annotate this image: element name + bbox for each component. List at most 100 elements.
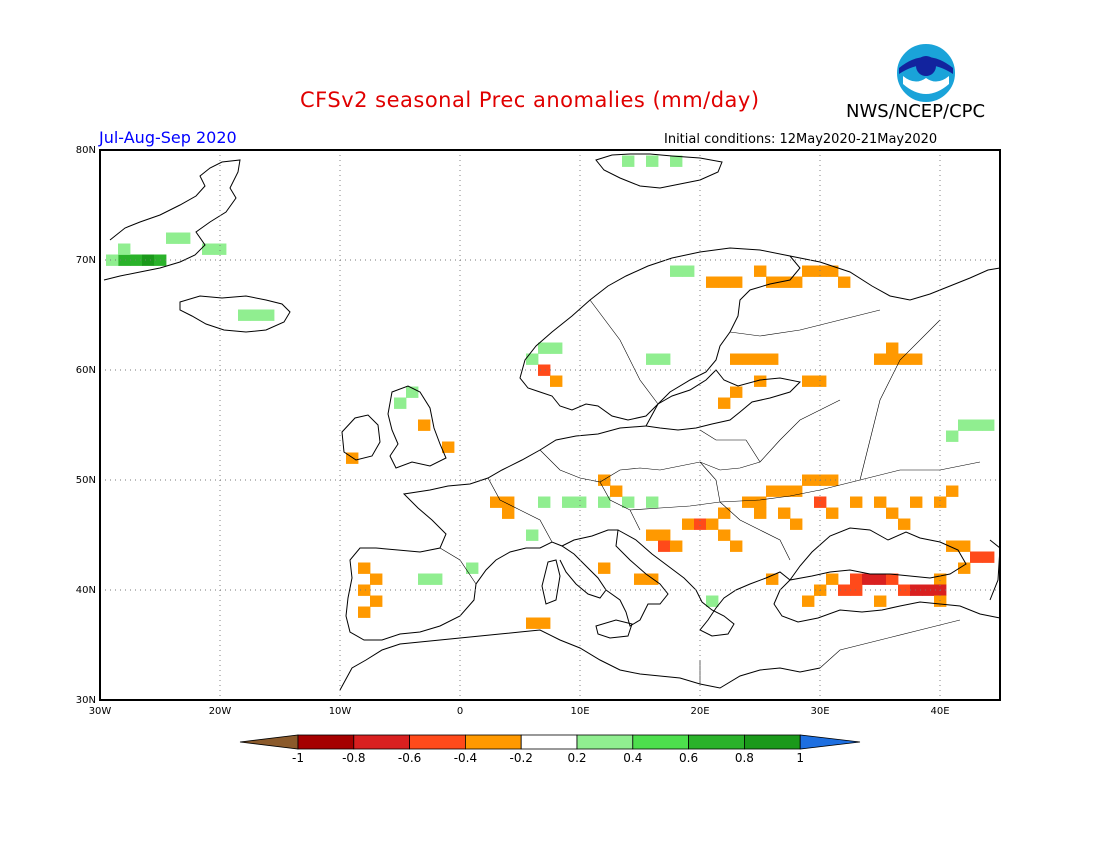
anomaly-cell — [646, 573, 659, 585]
anomaly-cell — [574, 496, 587, 508]
lon-tick-label: 30E — [810, 706, 829, 717]
anomaly-cell — [898, 353, 911, 365]
anomaly-cell — [646, 496, 659, 508]
anomaly-cell — [346, 452, 359, 464]
lat-tick-label: 50N — [76, 475, 96, 486]
anomaly-cell — [766, 353, 779, 365]
anomaly-cell — [598, 474, 611, 486]
anomaly-cell — [766, 485, 779, 497]
anomaly-cell — [670, 540, 683, 552]
anomaly-cell — [358, 562, 371, 574]
anomaly-cell — [886, 507, 899, 519]
anomaly-cell — [658, 353, 671, 365]
coast-sicily — [595, 619, 633, 639]
anomaly-cell — [106, 254, 119, 266]
coast-black-sea — [788, 527, 967, 581]
anomaly-cell — [802, 595, 815, 607]
anomaly-cell — [658, 540, 671, 552]
colorbar-label: 0.2 — [567, 751, 586, 765]
anomaly-cell — [130, 254, 143, 266]
colorbar: -1 -0.8 -0.6 -0.4 -0.2 0.2 0.4 0.6 0.8 1 — [239, 734, 861, 765]
anomaly-cell — [562, 496, 575, 508]
anomaly-cell — [850, 573, 863, 585]
anomaly-cell — [538, 364, 551, 376]
anomaly-cell — [874, 496, 887, 508]
anomaly-cell — [946, 485, 959, 497]
coast-svalbard — [595, 153, 723, 189]
anomaly-cell — [982, 551, 995, 563]
anomaly-cell — [790, 276, 803, 288]
anomaly-cell — [430, 573, 443, 585]
anomaly-cell — [826, 573, 839, 585]
colorbar-label: -0.6 — [398, 751, 421, 765]
anomaly-cell — [910, 353, 923, 365]
colorbar-swatch — [688, 734, 745, 750]
anomaly-cell — [370, 573, 383, 585]
colorbar-label: -0.8 — [342, 751, 365, 765]
anomaly-cell — [898, 518, 911, 530]
anomaly-cell — [826, 265, 839, 277]
anomaly-cell — [958, 562, 971, 574]
anomaly-cell — [694, 518, 707, 530]
anomaly-cell — [142, 254, 155, 266]
lon-tick-label: 30W — [89, 706, 112, 717]
colorbar-label: -0.4 — [454, 751, 477, 765]
anomaly-cell — [718, 529, 731, 541]
anomaly-cell — [934, 573, 947, 585]
colorbar-swatch — [353, 734, 410, 750]
anomaly-cell — [886, 342, 899, 354]
anomaly-cell — [718, 276, 731, 288]
initial-conditions-label: Initial conditions: 12May2020-21May2020 — [664, 132, 938, 147]
anomaly-cell — [802, 265, 815, 277]
lon-tick-label: 40E — [930, 706, 949, 717]
axis-labels: 30W 20W 10W 0 10E 20E 30E 40E 80N 70N 60N 50N 40N 30N — [76, 145, 950, 717]
coastlines — [103, 153, 1001, 691]
anomaly-cell — [826, 507, 839, 519]
colorbar-swatch — [409, 734, 466, 750]
lat-tick-label: 70N — [76, 255, 96, 266]
anomaly-cell — [874, 595, 887, 607]
lon-tick-label: 20W — [209, 706, 232, 717]
anomaly-cell — [394, 397, 407, 409]
anomaly-cell — [706, 518, 719, 530]
anomaly-cell — [538, 342, 551, 354]
anomaly-cell — [742, 496, 755, 508]
anomaly-cell — [634, 573, 647, 585]
anomaly-cell — [730, 386, 743, 398]
anomaly-cell — [778, 507, 791, 519]
anomaly-cell — [814, 375, 827, 387]
anomaly-cell — [550, 375, 563, 387]
lon-tick-label: 0 — [457, 706, 463, 717]
coast-sardinia — [541, 559, 561, 605]
anomaly-cell — [718, 397, 731, 409]
anomaly-cell — [730, 540, 743, 552]
lon-tick-label: 20E — [690, 706, 709, 717]
colorbar-swatch — [632, 734, 689, 750]
anomaly-cell — [754, 507, 767, 519]
anomaly-cell — [358, 606, 371, 618]
anomaly-cell — [598, 496, 611, 508]
anomaly-cell — [922, 584, 935, 596]
anomaly-cell — [670, 155, 683, 167]
anomaly-cell — [418, 419, 431, 431]
anomaly-cell — [874, 353, 887, 365]
anomaly-cell — [754, 496, 767, 508]
anomaly-cell — [862, 573, 875, 585]
anomaly-cell — [910, 496, 923, 508]
agency-label: NWS/NCEP/CPC — [846, 101, 986, 122]
anomaly-cell — [898, 584, 911, 596]
map-frame — [99, 149, 1001, 701]
noaa-logo — [895, 42, 957, 104]
anomaly-cell — [874, 573, 887, 585]
lat-tick-label: 40N — [76, 585, 96, 596]
coast-scandinavia — [519, 247, 801, 421]
anomaly-cell — [754, 265, 767, 277]
anomaly-cell — [502, 507, 515, 519]
anomaly-cell — [262, 309, 275, 321]
anomaly-cell — [706, 595, 719, 607]
anomaly-cell — [766, 276, 779, 288]
anomaly-cell — [850, 584, 863, 596]
anomaly-cell — [886, 353, 899, 365]
anomaly-cell — [526, 617, 539, 629]
